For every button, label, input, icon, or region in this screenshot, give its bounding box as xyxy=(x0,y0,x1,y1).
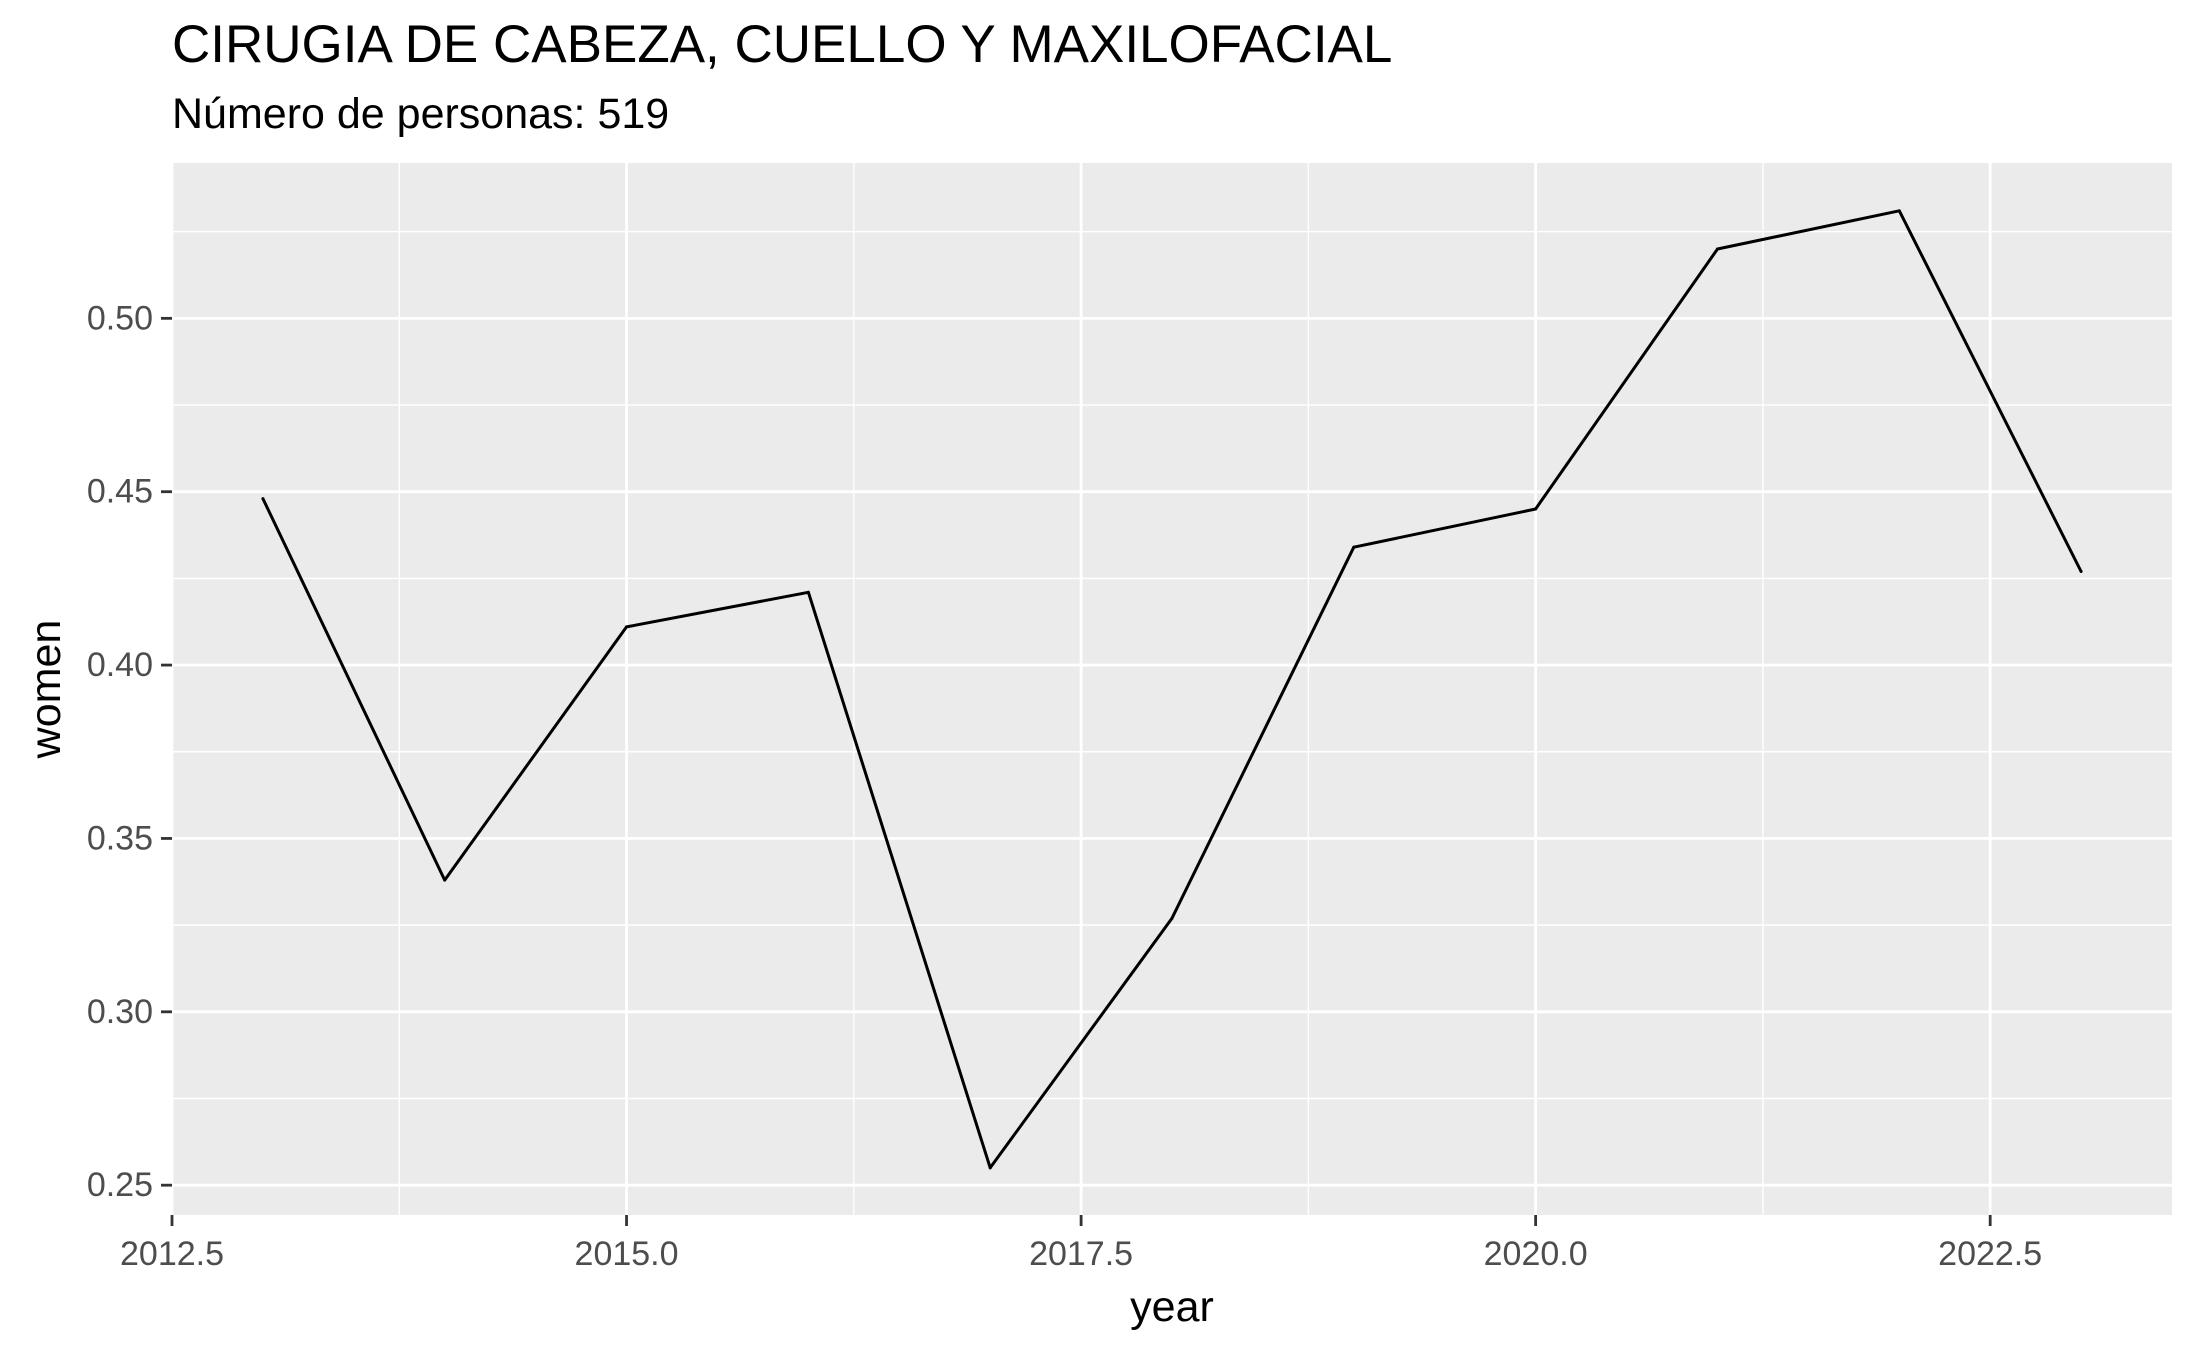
data-point xyxy=(1352,545,1356,549)
data-point xyxy=(625,625,629,629)
x-tick-label: 2015.0 xyxy=(575,1235,679,1273)
panel-background xyxy=(172,163,2172,1215)
y-tick-label: 0.30 xyxy=(87,993,153,1031)
y-tick-label: 0.35 xyxy=(87,819,153,857)
data-point xyxy=(261,497,265,501)
data-point xyxy=(1715,247,1719,251)
data-point xyxy=(2079,569,2083,573)
data-point xyxy=(1170,916,1174,920)
data-point xyxy=(1897,209,1901,213)
data-point xyxy=(443,878,447,882)
chart-title: CIRUGIA DE CABEZA, CUELLO Y MAXILOFACIAL xyxy=(172,15,1393,74)
x-tick-label: 2022.5 xyxy=(1938,1235,2042,1273)
y-axis-title: women xyxy=(22,620,70,760)
x-tick-label: 2017.5 xyxy=(1029,1235,1133,1273)
chart-subtitle: Número de personas: 519 xyxy=(172,90,670,138)
data-point xyxy=(1534,507,1538,511)
y-tick-label: 0.25 xyxy=(87,1166,153,1204)
y-tick-label: 0.50 xyxy=(87,299,153,337)
y-tick-label: 0.45 xyxy=(87,473,153,511)
x-tick-label: 2020.0 xyxy=(1484,1235,1588,1273)
y-tick-label: 0.40 xyxy=(87,646,153,684)
x-axis-title: year xyxy=(1130,1283,1214,1331)
data-point xyxy=(806,590,810,594)
data-point xyxy=(988,1166,992,1170)
x-tick-label: 2012.5 xyxy=(120,1235,224,1273)
